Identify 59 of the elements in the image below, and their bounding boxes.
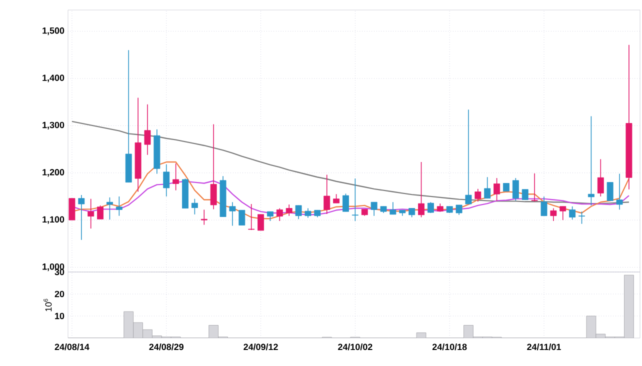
- candlestick: [522, 188, 528, 200]
- y-tick-label: 20: [54, 290, 64, 298]
- candlestick: [352, 178, 358, 222]
- candlestick: [512, 178, 519, 202]
- candlestick: [324, 174, 330, 214]
- candlestick: [342, 193, 349, 212]
- candlestick: [144, 104, 151, 156]
- candlestick: [578, 211, 585, 224]
- candlestick: [569, 206, 576, 220]
- y-axis-title: 10$^{6}$: [44, 298, 52, 312]
- x-tick-label: 24/11/01: [527, 344, 561, 350]
- candlestick: [266, 211, 274, 222]
- candlestick: [78, 194, 85, 240]
- candlestick: [560, 206, 566, 220]
- y-tick-label: 1,100: [42, 216, 64, 224]
- candlestick: [494, 178, 500, 202]
- y-tick-label: 1,200: [42, 169, 64, 177]
- candlestick: [286, 204, 292, 216]
- candlestick: [200, 209, 208, 226]
- x-tick-label: 24/09/12: [244, 344, 278, 350]
- candlestick: [163, 164, 170, 197]
- candlestick: [210, 124, 217, 210]
- y-tick-label: 10: [55, 312, 64, 320]
- candlestick: [456, 204, 462, 216]
- candlestick: [172, 163, 180, 191]
- candlestick: [68, 198, 76, 220]
- candlestick: [238, 210, 246, 226]
- candlestick: [295, 205, 302, 220]
- candlestick: [116, 196, 122, 216]
- x-tick-label: 24/10/02: [338, 344, 372, 350]
- candlestick: [540, 196, 548, 216]
- y-tick-label: 1,500: [42, 27, 64, 36]
- x-tick-label: 24/08/14: [54, 344, 90, 350]
- candlestick: [474, 188, 482, 202]
- candlestick: [484, 176, 491, 199]
- candlestick: [418, 162, 424, 218]
- x-tick-label: 24/08/29: [149, 344, 184, 350]
- candlestick: [248, 204, 255, 230]
- candlestick: [427, 202, 434, 214]
- candlestick: [390, 202, 396, 215]
- candlestick: [106, 197, 113, 220]
- candlestick: [191, 198, 198, 215]
- candlestick: [588, 116, 594, 206]
- candlestick: [531, 172, 538, 202]
- candlestick: [465, 109, 472, 204]
- candlestick: [304, 208, 312, 218]
- candlestick: [606, 182, 614, 202]
- y-tick-label: 1,400: [42, 74, 64, 82]
- y-tick-label: 1,300: [42, 122, 64, 130]
- candlestick: [97, 205, 104, 220]
- candlestick: [597, 158, 604, 197]
- candlestick: [370, 202, 378, 216]
- candlestick: [258, 214, 264, 231]
- candlestick: [616, 173, 623, 210]
- candlestick: [229, 202, 236, 226]
- x-tick-label: 24/10/18: [432, 344, 467, 350]
- candlestick: [88, 198, 94, 229]
- candlestick: [550, 208, 557, 222]
- candlestick: [276, 208, 283, 222]
